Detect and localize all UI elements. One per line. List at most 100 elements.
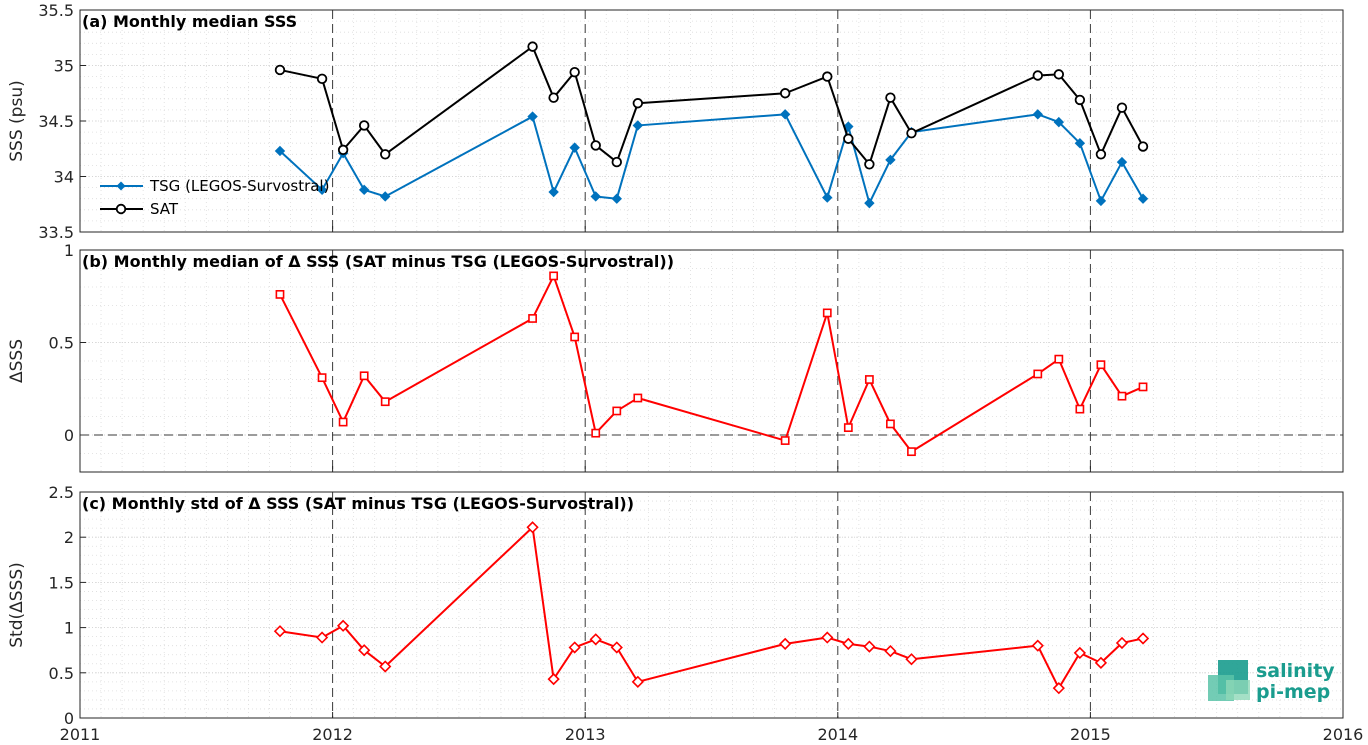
data-point-marker xyxy=(358,120,370,131)
y-tick-label: 2 xyxy=(64,528,74,547)
data-point-marker xyxy=(863,640,876,653)
data-point-marker xyxy=(1137,193,1149,204)
y-tick-label: 0.5 xyxy=(49,334,74,353)
data-point-marker xyxy=(1053,69,1065,80)
x-tick-label: 2012 xyxy=(312,725,353,744)
data-point-marker xyxy=(1137,141,1149,152)
data-point-marker xyxy=(1095,195,1107,207)
y-tick-label: 34 xyxy=(54,168,74,187)
data-point-marker xyxy=(779,637,792,651)
data-point-marker xyxy=(317,373,327,383)
data-point-marker xyxy=(380,191,391,202)
x-tick-label: 2016 xyxy=(1323,725,1364,744)
data-point-marker xyxy=(548,92,559,103)
data-point-marker xyxy=(591,428,601,438)
legend-marker xyxy=(116,181,126,191)
data-point-marker xyxy=(336,619,350,632)
y-tick-label: 0.5 xyxy=(49,664,74,683)
data-point-marker xyxy=(590,140,601,151)
data-point-marker xyxy=(843,423,853,432)
data-point-marker xyxy=(589,633,602,646)
data-point-marker xyxy=(1116,102,1128,113)
data-point-marker xyxy=(884,644,897,658)
legend-label: TSG (LEGOS-Survostral) xyxy=(149,177,329,195)
x-tick-label: 2011 xyxy=(60,725,101,744)
data-point-marker xyxy=(1052,682,1065,695)
data-point-marker xyxy=(526,521,539,534)
data-point-marker xyxy=(821,631,834,644)
data-point-marker xyxy=(864,375,874,384)
data-point-marker xyxy=(380,397,390,407)
data-point-marker xyxy=(779,88,791,99)
panel-b-delta-sss: 0 0.5 1 (b) Monthly median of Δ SSS (SAT mi… xyxy=(7,241,1344,473)
data-point-marker xyxy=(886,419,895,429)
data-point-marker xyxy=(316,73,328,85)
y-axis-label: SSS (psu) xyxy=(7,80,27,161)
legend-marker xyxy=(115,203,127,215)
data-point-marker xyxy=(1116,156,1128,168)
data-point-marker xyxy=(548,186,559,198)
y-tick-label: 1 xyxy=(64,619,74,638)
data-point-marker xyxy=(570,332,580,342)
data-point-marker xyxy=(1096,360,1106,370)
data-point-marker xyxy=(1075,404,1085,414)
x-tick-label: 2013 xyxy=(565,725,606,744)
y-axis-label: ΔSSS xyxy=(7,339,27,383)
data-point-marker xyxy=(1033,369,1043,379)
logo-text-line1: salinity xyxy=(1256,660,1335,682)
y-tick-label: 35.5 xyxy=(38,1,74,20)
logo-text-line2: pi-mep xyxy=(1256,681,1330,703)
data-point-marker xyxy=(610,641,623,654)
data-point-marker xyxy=(338,417,348,427)
data-point-marker xyxy=(843,133,854,144)
data-point-marker xyxy=(633,393,643,403)
data-point-marker xyxy=(359,371,369,381)
data-point-marker xyxy=(1054,354,1064,364)
data-point-marker xyxy=(1094,656,1108,669)
data-point-marker xyxy=(1115,636,1129,650)
data-point-marker xyxy=(611,156,622,168)
plot-frame xyxy=(79,249,1344,473)
data-point-marker xyxy=(569,66,580,78)
data-point-marker xyxy=(631,675,644,688)
panel-title: (b) Monthly median of Δ SSS (SAT minus T… xyxy=(82,252,674,271)
data-point-marker xyxy=(1095,149,1107,160)
data-point-marker xyxy=(779,109,791,120)
data-point-marker xyxy=(315,631,329,644)
data-point-marker xyxy=(528,314,537,323)
x-tick-label: 2015 xyxy=(1070,725,1111,744)
panel-c-std-delta-sss: 0 0.5 1 1.5 2 2.5 (c) Monthly std of Δ SSS (SA… xyxy=(7,483,1344,728)
legend: TSG (LEGOS-Survostral) SAT xyxy=(100,177,329,218)
data-point-marker xyxy=(822,192,833,203)
y-tick-label: 35 xyxy=(54,57,74,76)
data-point-marker xyxy=(274,145,286,157)
data-point-marker xyxy=(1074,137,1086,149)
data-point-marker xyxy=(358,184,370,196)
data-point-marker xyxy=(864,159,875,170)
data-point-marker xyxy=(1136,632,1150,645)
data-point-marker xyxy=(822,71,833,82)
salinity-pi-mep-logo: salinity pi-mep xyxy=(1208,660,1335,703)
y-tick-label: 33.5 xyxy=(38,223,74,242)
plot-frame xyxy=(79,9,1344,233)
data-point-marker xyxy=(885,154,896,166)
data-point-marker xyxy=(590,191,601,202)
data-point-marker xyxy=(1117,391,1127,401)
data-point-marker xyxy=(1073,646,1087,660)
legend-label: SAT xyxy=(150,200,179,218)
y-axis-label: Std(ΔSSS) xyxy=(7,562,27,648)
data-point-marker xyxy=(842,637,855,651)
data-point-marker xyxy=(568,641,581,654)
data-point-marker xyxy=(547,672,560,686)
data-point-marker xyxy=(907,447,916,457)
data-point-marker xyxy=(274,64,286,76)
data-point-marker xyxy=(316,184,328,196)
data-point-marker xyxy=(864,197,875,209)
y-tick-label: 2.5 xyxy=(49,483,74,502)
y-tick-label: 1 xyxy=(64,241,74,260)
data-point-marker xyxy=(632,98,644,109)
data-point-marker xyxy=(569,142,580,153)
data-point-marker xyxy=(1053,116,1065,128)
data-point-marker xyxy=(549,271,559,281)
data-point-marker xyxy=(379,660,392,673)
